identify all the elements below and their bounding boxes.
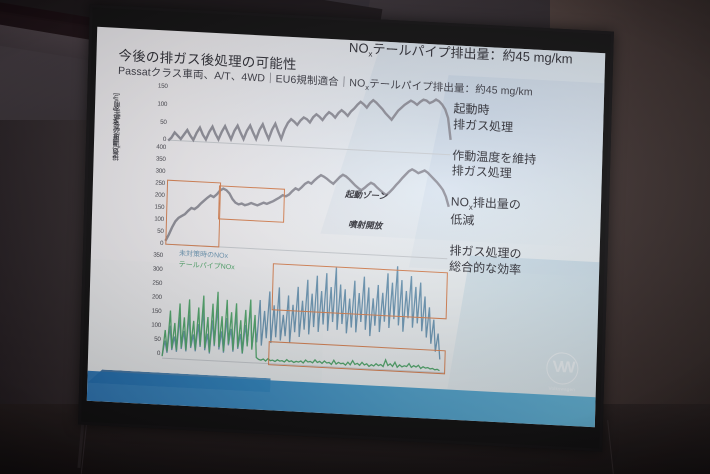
chart-stack: Vveh [km/h] 150 100 50 0 排気温度 SD xyxy=(103,80,451,398)
presentation-slide: NOxテールパイプ排出量：約45 mg/km 今後の排ガス後処理の可能性 Pas… xyxy=(86,26,606,428)
annotation-list: 起動時 排ガス処理 作動温度を維持 排ガス処理 NOx排出量の 低減 排ガス処理… xyxy=(448,101,603,298)
series-vehicle-speed xyxy=(168,86,452,156)
y-axis-title-nox: NOx濃度 [ppm] xyxy=(112,114,123,158)
highlight-box-startup-zone xyxy=(165,179,221,248)
y-ticks-exhaust-temperature: 400 350 300 250 200 150 100 50 0 xyxy=(154,143,167,248)
legend-nox: 未対策時のNOx テールパイプNOx xyxy=(179,249,236,273)
y-ticks-vehicle-speed: 150 100 50 0 xyxy=(157,82,168,144)
highlight-box-injection-release xyxy=(217,185,285,223)
volkswagen-logo: VW Volkswagen xyxy=(542,351,583,392)
inline-label-startup-zone: 起動ゾーン xyxy=(344,188,388,202)
inline-label-injection-release: 噴射開放 xyxy=(347,219,383,231)
highlight-box-untreated-nox xyxy=(271,263,449,320)
vw-logo-icon: VW xyxy=(545,351,579,386)
y-ticks-nox: 350 300 250 200 150 100 50 0 xyxy=(151,251,164,358)
annotation-item-3: NOx排出量の 低減 xyxy=(450,195,601,237)
annotation-item-4: 排ガス処理の 総合的な効率 xyxy=(449,243,600,282)
projection-screen: NOxテールパイプ排出量：約45 mg/km 今後の排ガス後処理の可能性 Pas… xyxy=(78,4,614,452)
annotation-item-1: 起動時 排ガス処理 xyxy=(453,101,604,140)
annotation-item-2: 作動温度を維持 排ガス処理 xyxy=(452,148,603,187)
panel-exhaust-temperature xyxy=(165,145,450,260)
